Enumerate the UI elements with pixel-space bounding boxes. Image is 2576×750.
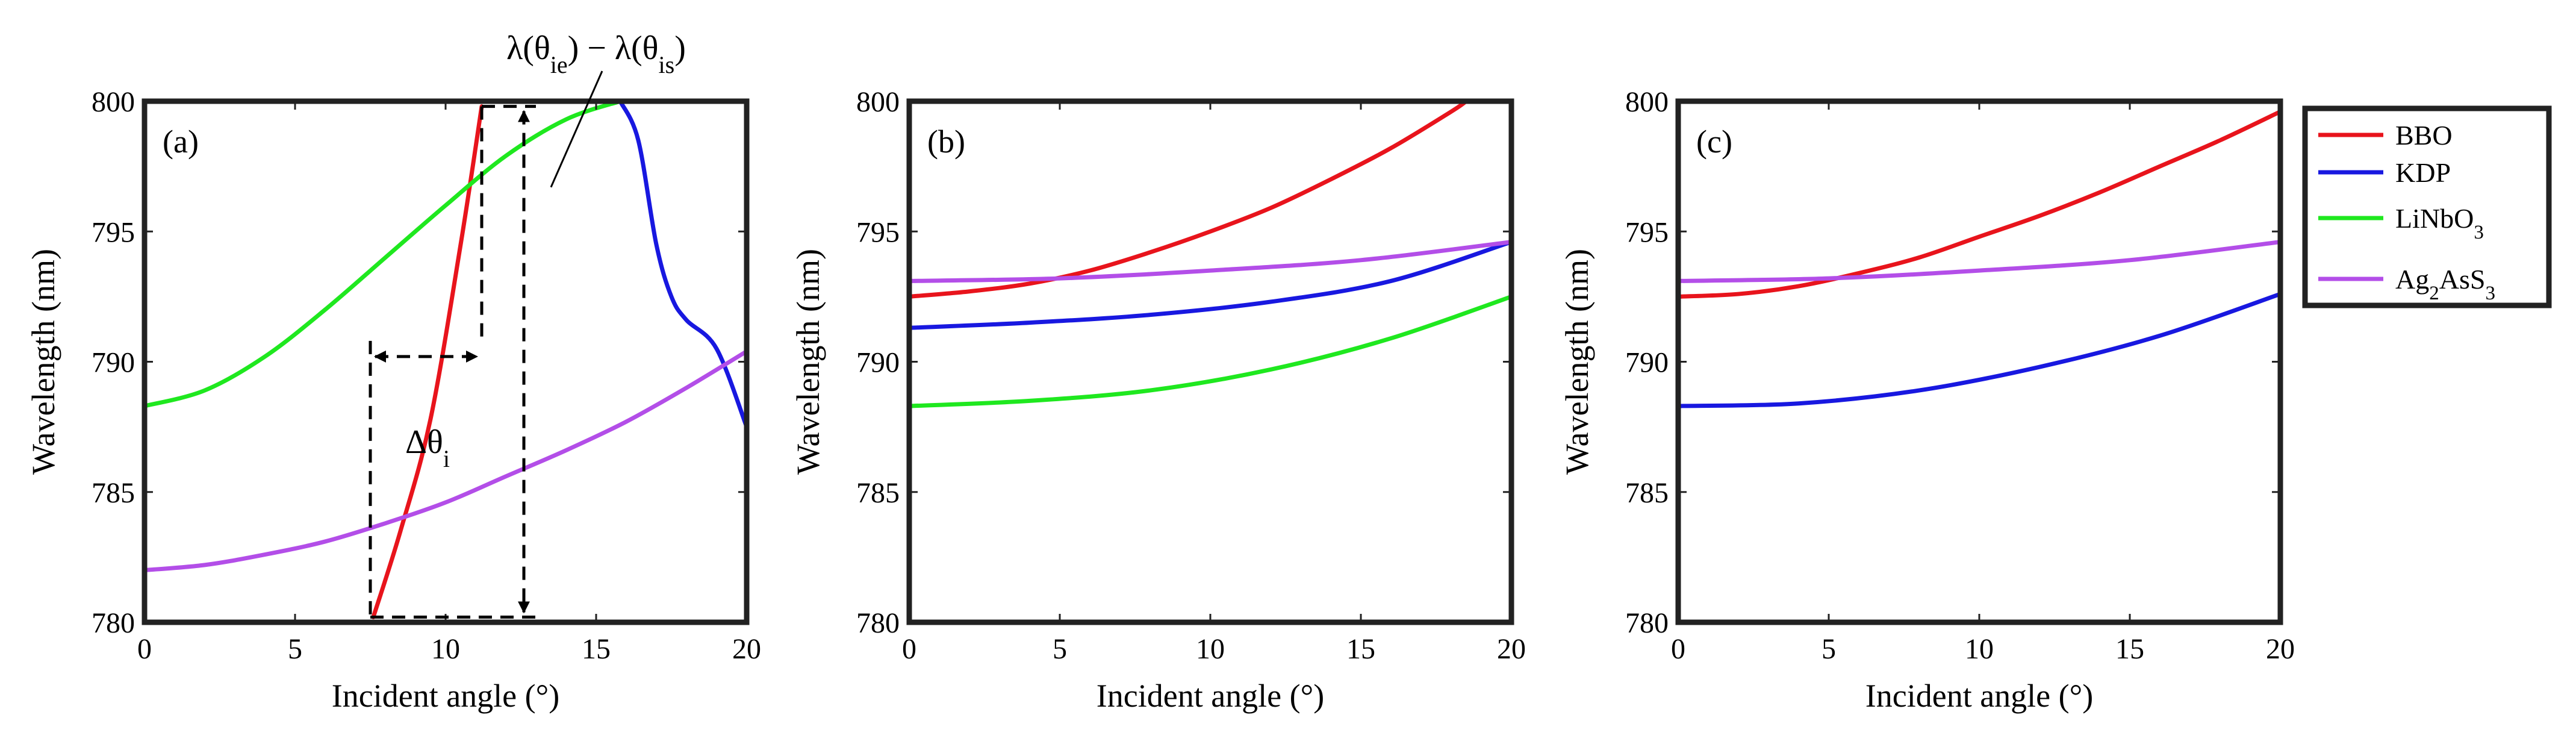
series-line-linbo3 bbox=[145, 101, 623, 408]
series-line-kdp bbox=[909, 240, 1511, 330]
x-axis-title: Incident angle (°) bbox=[332, 678, 559, 714]
y-tick-label: 800 bbox=[92, 86, 135, 118]
y-tick-label: 795 bbox=[856, 216, 900, 248]
series-line-bbo bbox=[371, 104, 484, 619]
delta-lambda-label: λ(θie) − λ(θis) bbox=[506, 30, 686, 78]
y-axis-title: Wavelength (nm) bbox=[25, 249, 61, 475]
delta-lambda-leader bbox=[550, 70, 603, 188]
series-line-ag2ass3 bbox=[909, 240, 1511, 283]
plot-area bbox=[909, 101, 1511, 408]
legend-label-ag2ass3: Ag2AsS3 bbox=[2395, 264, 2495, 304]
y-tick-label: 790 bbox=[856, 347, 900, 379]
x-tick-label: 10 bbox=[1196, 633, 1225, 665]
x-tick-label: 5 bbox=[1053, 633, 1067, 665]
x-tick-label: 5 bbox=[288, 633, 302, 665]
axes-frame bbox=[906, 98, 1514, 625]
x-tick-label: 20 bbox=[732, 633, 761, 665]
series-line-linbo3 bbox=[909, 294, 1511, 408]
legend-label-kdp: KDP bbox=[2395, 157, 2451, 188]
x-tick-label: 15 bbox=[582, 633, 611, 665]
panel-a: 0 5 10 15 20 780 785 790 795 800 Incident angle (°… bbox=[25, 30, 761, 714]
series-line-kdp bbox=[1678, 292, 2280, 408]
series-line-bbo bbox=[1678, 109, 2280, 299]
y-axis-title: Wavelength (nm) bbox=[790, 249, 826, 475]
y-tick-label: 785 bbox=[856, 477, 900, 509]
y-tick-label: 785 bbox=[1625, 477, 1669, 509]
panel-label-a: (a) bbox=[163, 123, 199, 160]
x-tick-label: 15 bbox=[2115, 633, 2144, 665]
series-line-ag2ass3 bbox=[1678, 240, 2280, 283]
y-tick-label: 795 bbox=[92, 216, 135, 248]
y-tick-label: 790 bbox=[92, 347, 135, 379]
series-line-kdp bbox=[618, 101, 747, 430]
x-axis-title: Incident angle (°) bbox=[1097, 678, 1324, 714]
legend: BBO KDP LiNbO3 Ag2AsS3 bbox=[2302, 105, 2552, 308]
x-tick-label: 0 bbox=[902, 633, 916, 665]
x-tick-label: 10 bbox=[1965, 633, 1994, 665]
x-tick-label: 20 bbox=[2266, 633, 2295, 665]
axes-frame bbox=[142, 98, 750, 625]
panel-b: 0 5 10 15 20 780 785 790 795 800 Incident angle (°… bbox=[790, 86, 1526, 714]
series-line-ag2ass3 bbox=[145, 349, 747, 572]
panel-c: 0 5 10 15 20 780 785 790 795 800 Incident angle (°… bbox=[1559, 86, 2295, 714]
y-axis-title: Wavelength (nm) bbox=[1559, 249, 1595, 475]
y-tick-label: 780 bbox=[856, 607, 900, 639]
legend-label-bbo: BBO bbox=[2395, 120, 2453, 151]
x-tick-label: 0 bbox=[1671, 633, 1685, 665]
legend-box bbox=[2302, 105, 2552, 308]
plot-area bbox=[1678, 109, 2280, 408]
x-axis-title: Incident angle (°) bbox=[1865, 678, 2093, 714]
x-tick-label: 20 bbox=[1497, 633, 1526, 665]
y-tick-label: 790 bbox=[1625, 347, 1669, 379]
axes-frame bbox=[1675, 98, 2283, 625]
y-tick-label: 780 bbox=[92, 607, 135, 639]
series-line-bbo bbox=[909, 101, 1469, 299]
x-tick-label: 0 bbox=[137, 633, 152, 665]
y-tick-label: 800 bbox=[856, 86, 900, 118]
x-tick-label: 15 bbox=[1346, 633, 1375, 665]
plot-area bbox=[145, 101, 747, 619]
annotations: Δθi λ(θie) − λ(θis) bbox=[369, 30, 686, 619]
y-tick-label: 795 bbox=[1625, 216, 1669, 248]
y-tick-label: 785 bbox=[92, 477, 135, 509]
y-tick-label: 780 bbox=[1625, 607, 1669, 639]
delta-theta-label: Δθi bbox=[405, 423, 450, 472]
y-tick-label: 800 bbox=[1625, 86, 1669, 118]
x-tick-label: 10 bbox=[431, 633, 460, 665]
x-tick-label: 5 bbox=[1822, 633, 1836, 665]
legend-label-linbo3: LiNbO3 bbox=[2395, 203, 2484, 243]
panel-label-c: (c) bbox=[1696, 123, 1732, 160]
panel-label-b: (b) bbox=[927, 123, 965, 160]
